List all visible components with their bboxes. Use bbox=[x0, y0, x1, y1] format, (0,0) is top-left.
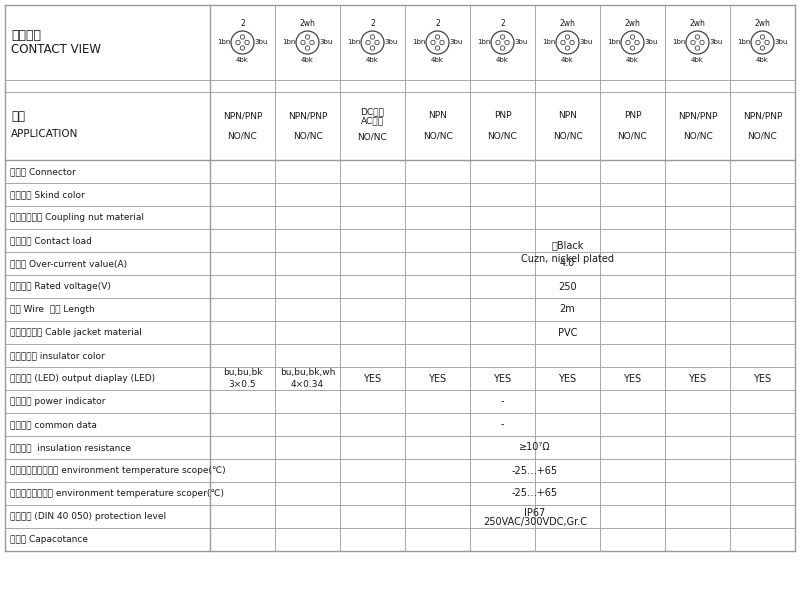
Text: 电缆 Wire  长度 Length: 电缆 Wire 长度 Length bbox=[10, 305, 94, 314]
Text: IP67: IP67 bbox=[524, 507, 546, 518]
Text: 1bn: 1bn bbox=[478, 39, 490, 45]
Text: 外套颜色 Skind color: 外套颜色 Skind color bbox=[10, 190, 85, 199]
Text: 防护等级 (DIN 40 050) protection level: 防护等级 (DIN 40 050) protection level bbox=[10, 512, 166, 521]
Text: 3bu: 3bu bbox=[384, 39, 398, 45]
Text: NO/NC: NO/NC bbox=[488, 131, 518, 140]
Text: 2wh: 2wh bbox=[690, 20, 706, 29]
Text: 2m: 2m bbox=[560, 304, 575, 315]
Text: 250: 250 bbox=[558, 282, 577, 291]
Text: 4bk: 4bk bbox=[366, 57, 379, 63]
Text: -25…+65: -25…+65 bbox=[512, 488, 558, 498]
Text: NPN/PNP: NPN/PNP bbox=[223, 112, 262, 121]
Text: NO/NC: NO/NC bbox=[618, 131, 647, 140]
Text: 一般数据 common data: 一般数据 common data bbox=[10, 420, 97, 429]
Text: 3bu: 3bu bbox=[774, 39, 788, 45]
Text: 接触负载 Contact load: 接触负载 Contact load bbox=[10, 236, 92, 245]
Text: ≥10⁷Ω: ≥10⁷Ω bbox=[519, 442, 551, 453]
Text: NO/NC: NO/NC bbox=[228, 131, 258, 140]
Text: 2: 2 bbox=[500, 20, 505, 29]
Text: NPN/PNP: NPN/PNP bbox=[678, 112, 717, 121]
Text: APPLICATION: APPLICATION bbox=[11, 129, 78, 139]
Text: 4bk: 4bk bbox=[691, 57, 704, 63]
Text: 250VAC/300VDC,Gr.C: 250VAC/300VDC,Gr.C bbox=[483, 516, 587, 527]
Text: 3bu: 3bu bbox=[319, 39, 333, 45]
Text: bu,bu,bk
3×0.5: bu,bu,bk 3×0.5 bbox=[222, 368, 262, 389]
Text: NO/NC: NO/NC bbox=[748, 131, 778, 140]
Text: 应用: 应用 bbox=[11, 109, 25, 122]
Text: YES: YES bbox=[494, 374, 511, 383]
Text: 电缆外皮材料 Cable jacket material: 电缆外皮材料 Cable jacket material bbox=[10, 328, 142, 337]
Text: 1bn: 1bn bbox=[282, 39, 296, 45]
Text: 4bk: 4bk bbox=[626, 57, 639, 63]
Text: NPN: NPN bbox=[558, 112, 577, 121]
Text: 2wh: 2wh bbox=[299, 20, 315, 29]
Text: 3bu: 3bu bbox=[579, 39, 593, 45]
Text: 4bk: 4bk bbox=[756, 57, 769, 63]
Text: YES: YES bbox=[623, 374, 642, 383]
Text: 1bn: 1bn bbox=[738, 39, 750, 45]
Text: NPN/PNP: NPN/PNP bbox=[743, 112, 782, 121]
Text: YES: YES bbox=[429, 374, 446, 383]
Text: 1bn: 1bn bbox=[218, 39, 230, 45]
Text: 1bn: 1bn bbox=[412, 39, 426, 45]
Text: YES: YES bbox=[558, 374, 577, 383]
Text: 络缘电阵  insulation resistance: 络缘电阵 insulation resistance bbox=[10, 443, 131, 452]
Text: CONTACT VIEW: CONTACT VIEW bbox=[11, 43, 101, 56]
Text: 过流値 Over-current value(A): 过流値 Over-current value(A) bbox=[10, 259, 127, 268]
Text: 3bu: 3bu bbox=[514, 39, 528, 45]
Text: 4bk: 4bk bbox=[301, 57, 314, 63]
Text: PNP: PNP bbox=[494, 112, 511, 121]
Text: NPN/PNP: NPN/PNP bbox=[288, 112, 327, 121]
Text: 3bu: 3bu bbox=[450, 39, 462, 45]
Text: 连接螺母材料 Coupling nut material: 连接螺母材料 Coupling nut material bbox=[10, 213, 144, 222]
Text: 3bu: 3bu bbox=[644, 39, 658, 45]
Text: 4bk: 4bk bbox=[236, 57, 249, 63]
Text: 2wh: 2wh bbox=[754, 20, 770, 29]
Text: 2wh: 2wh bbox=[559, 20, 575, 29]
Text: 络缘体颜色 insulator color: 络缘体颜色 insulator color bbox=[10, 351, 105, 360]
Text: 2wh: 2wh bbox=[625, 20, 641, 29]
Text: -: - bbox=[501, 396, 504, 407]
Text: 3bu: 3bu bbox=[254, 39, 268, 45]
Text: -: - bbox=[501, 420, 504, 429]
Text: NO/NC: NO/NC bbox=[293, 131, 322, 140]
Text: NO/NC: NO/NC bbox=[682, 131, 712, 140]
Text: 4bk: 4bk bbox=[561, 57, 574, 63]
Text: 额定电压 Rated voltage(V): 额定电压 Rated voltage(V) bbox=[10, 282, 111, 291]
Text: 输出显示 (LED) output diaplay (LED): 输出显示 (LED) output diaplay (LED) bbox=[10, 374, 155, 383]
Text: bu,bu,bk,wh
4×0.34: bu,bu,bk,wh 4×0.34 bbox=[280, 368, 335, 389]
Text: 2: 2 bbox=[435, 20, 440, 29]
Text: 环境温度范围电缆 environment temperature scoper(℃): 环境温度范围电缆 environment temperature scoper(… bbox=[10, 489, 224, 498]
Text: 1bn: 1bn bbox=[542, 39, 556, 45]
Text: NPN: NPN bbox=[428, 112, 447, 121]
Text: 环境温度范围接插件 environment temperature scope(℃): 环境温度范围接插件 environment temperature scope(… bbox=[10, 466, 226, 475]
Text: YES: YES bbox=[754, 374, 771, 383]
Text: DC二线: DC二线 bbox=[361, 107, 385, 116]
Text: 4bk: 4bk bbox=[496, 57, 509, 63]
Text: PNP: PNP bbox=[624, 112, 642, 121]
Text: 4bk: 4bk bbox=[431, 57, 444, 63]
Text: NO/NC: NO/NC bbox=[553, 131, 582, 140]
Text: 1bn: 1bn bbox=[347, 39, 361, 45]
Text: 1bn: 1bn bbox=[672, 39, 686, 45]
Text: 通电指示 power indicator: 通电指示 power indicator bbox=[10, 397, 106, 406]
Text: NO/NC: NO/NC bbox=[358, 133, 387, 141]
Text: NO/NC: NO/NC bbox=[422, 131, 452, 140]
Text: 3bu: 3bu bbox=[710, 39, 722, 45]
Text: AC二线: AC二线 bbox=[361, 116, 384, 125]
Text: 4.0: 4.0 bbox=[560, 259, 575, 269]
Text: -25…+65: -25…+65 bbox=[512, 466, 558, 475]
Text: YES: YES bbox=[689, 374, 706, 383]
Text: 2: 2 bbox=[240, 20, 245, 29]
Text: YES: YES bbox=[363, 374, 382, 383]
Text: 1bn: 1bn bbox=[607, 39, 621, 45]
Text: 电容量 Capacotance: 电容量 Capacotance bbox=[10, 535, 88, 544]
Text: 接插外形: 接插外形 bbox=[11, 29, 41, 42]
Text: 黑Black
Cuzn, nickel plated: 黑Black Cuzn, nickel plated bbox=[521, 240, 614, 264]
Text: PVC: PVC bbox=[558, 328, 577, 337]
Text: 2: 2 bbox=[370, 20, 375, 29]
Text: 接插件 Connector: 接插件 Connector bbox=[10, 167, 76, 176]
